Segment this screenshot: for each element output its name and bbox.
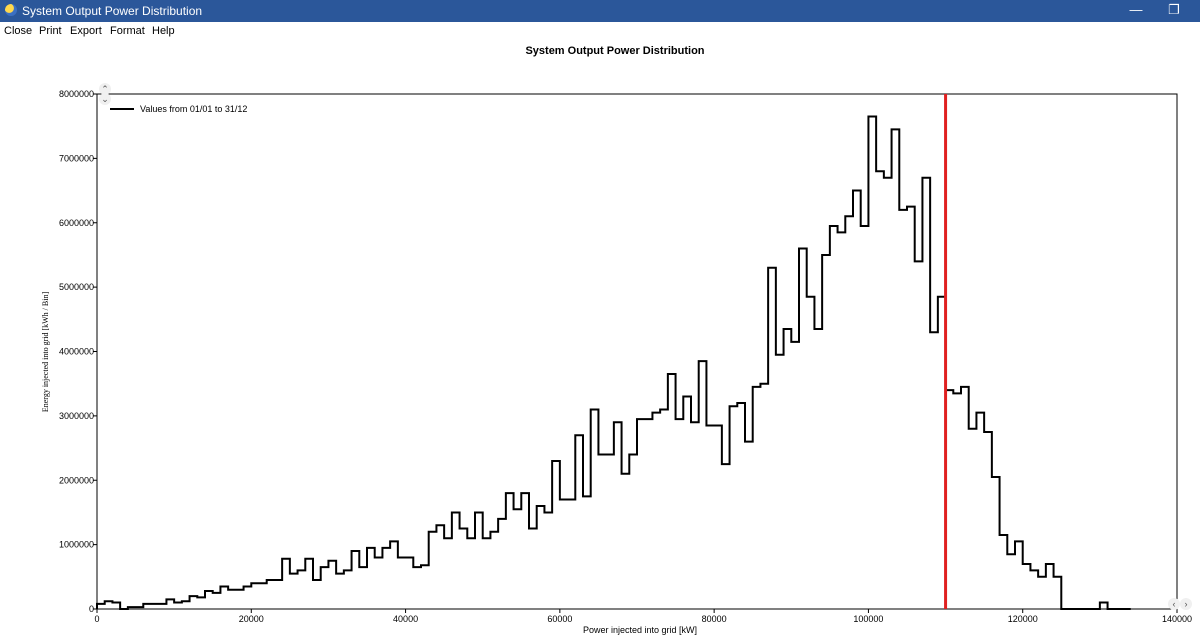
y-tick-label: 6000000 <box>59 218 94 228</box>
plot-frame <box>96 93 1178 610</box>
menu-export[interactable]: Export <box>70 25 102 37</box>
menu-bar: Close Print Export Format Help <box>0 22 1200 42</box>
x-axis-label: Power injected into grid [kW] <box>583 625 697 635</box>
legend-label: Values from 01/01 to 31/12 <box>140 104 247 114</box>
title-bar: System Output Power Distribution — ❐ <box>0 0 1200 22</box>
legend: Values from 01/01 to 31/12 <box>110 104 247 114</box>
minimize-button[interactable]: — <box>1129 2 1143 17</box>
window-title: System Output Power Distribution <box>22 4 203 18</box>
y-axis-label: Energy injected into grid [kWh / Bin] <box>41 292 50 413</box>
x-tick-label: 120000 <box>1008 614 1038 624</box>
x-tick-label: 40000 <box>393 614 418 624</box>
y-tick-label: 8000000 <box>59 89 94 99</box>
x-tick-label: 0 <box>94 614 99 624</box>
chart-title: System Output Power Distribution <box>525 45 705 57</box>
menu-close[interactable]: Close <box>4 25 33 37</box>
x-tick-label: 20000 <box>239 614 264 624</box>
axis-ticks <box>93 93 1178 613</box>
y-tick-label: 3000000 <box>59 411 94 421</box>
restore-button[interactable]: ❐ <box>1168 2 1180 17</box>
y-tick-label: 5000000 <box>59 282 94 292</box>
menu-help[interactable]: Help <box>152 25 175 37</box>
app-icon <box>5 4 17 16</box>
x-tick-label: 140000 <box>1162 614 1192 624</box>
y-tick-label: 7000000 <box>59 153 94 163</box>
scroll-down-icon[interactable]: ⌄ <box>99 93 111 105</box>
y-tick-label: 2000000 <box>59 475 94 485</box>
scroll-up-icon[interactable]: ⌃ <box>99 83 111 95</box>
axis-tick-labels: 0 20000 40000 60000 80000 100000 120000 140000 0… <box>59 89 1192 624</box>
y-tick-label: 4000000 <box>59 347 94 357</box>
series-line <box>96 115 1131 610</box>
y-tick-label: 0 <box>89 604 94 614</box>
y-tick-label: 1000000 <box>59 540 94 550</box>
scroll-right-icon[interactable]: › <box>1180 598 1192 610</box>
x-tick-label: 60000 <box>547 614 572 624</box>
menu-format[interactable]: Format <box>110 25 145 37</box>
x-tick-label: 100000 <box>853 614 883 624</box>
x-tick-label: 80000 <box>702 614 727 624</box>
menu-print[interactable]: Print <box>39 25 62 37</box>
scroll-left-icon[interactable]: ‹ <box>1168 598 1180 610</box>
